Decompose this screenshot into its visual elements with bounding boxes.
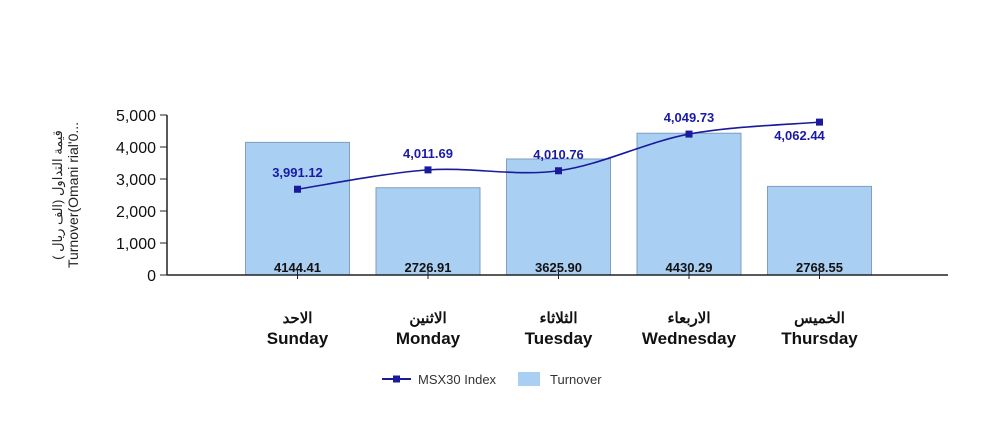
bar-value-label: 2768.55 [796,260,843,275]
category-label-arabic: الاحد [283,310,313,327]
category-label: Tuesday [525,329,593,348]
category-label-arabic: الاربعاء [667,310,710,327]
index-value-label: 4,062.44 [774,128,825,143]
category-label-arabic: الثلاثاء [539,310,577,327]
index-value-label: 4,049.73 [664,110,715,125]
bar-value-label: 2726.91 [405,260,452,275]
legend: MSX30 Index Turnover [382,372,602,387]
y-axis-title-arabic: ( قيمة التداول (الف ريال [50,130,66,260]
category-label: Thursday [781,329,858,348]
bar-sunday [245,141,350,276]
index-line: 3,991.12 4,011.69 4,010.76 4,049.73 4,062.44 [272,110,826,193]
y-tick-label: 2,000 [116,204,156,221]
legend-label-index: MSX30 Index [418,372,497,387]
category-label: Wednesday [642,329,737,348]
y-axis-title-english: Turnover(Omani rial'0... [65,122,81,268]
y-tick-label: 0 [147,268,156,285]
index-point-wednesday [685,130,693,138]
index-value-label: 4,011.69 [403,146,453,161]
bar-value-label: 3625.90 [535,260,582,275]
index-value-label: 4,010.76 [533,147,584,162]
y-axis-title: ( قيمة التداول (الف ريال Turnover(Omani … [50,122,81,268]
bar-wednesday [636,132,742,276]
index-value-label: 3,991.12 [272,165,323,180]
legend-square-marker [393,375,400,383]
bar-monday [375,187,481,276]
legend-label-turnover: Turnover [550,372,602,387]
category-label: Sunday [267,329,329,348]
y-tick-label: 1,000 [116,236,156,253]
y-tick-label: 4,000 [116,140,156,157]
bar-value-label: 4430.29 [666,260,713,275]
bar-thursday [767,185,872,276]
legend-swatch-turnover [518,372,540,386]
index-point-tuesday [555,167,562,175]
category-label-arabic: الاثنين [409,310,446,327]
index-point-thursday [816,118,823,126]
bars: 4144.41 2726.91 3625.90 4430.29 2768.55 [245,132,872,279]
bar-tuesday [506,158,611,276]
category-label-arabic: الخميس [794,310,845,327]
index-point-sunday [294,185,301,193]
index-point-monday [424,166,432,174]
y-tick-label: 5,000 [116,108,156,125]
y-tick-label: 3,000 [116,172,156,189]
y-axis: 0 1,000 2,000 3,000 4,000 5,000 [116,108,168,285]
bar-value-label: 4144.41 [274,260,321,275]
category-labels: الاحد Sunday الاثنين Monday الثلاثاء Tuesday ا… [267,310,858,348]
category-label: Monday [396,329,461,348]
